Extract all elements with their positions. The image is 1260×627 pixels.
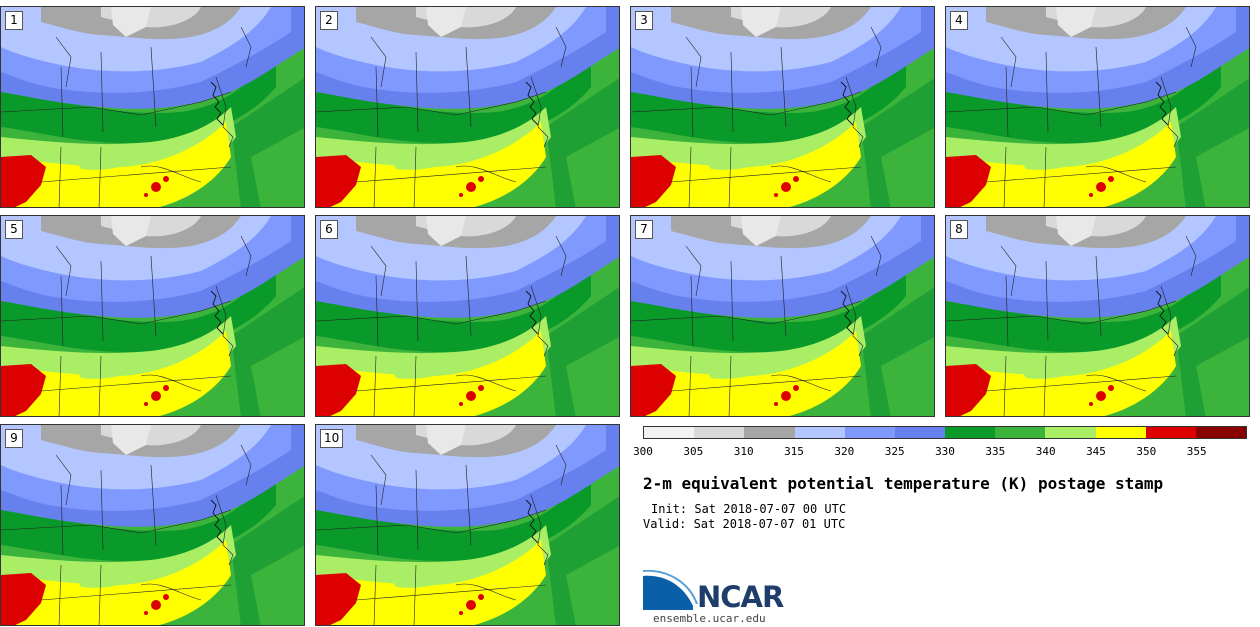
member-number-label: 3 [635,11,653,30]
ensemble-member-panel: 10 [315,424,620,626]
colorbar-segment [694,427,745,438]
colorbar-tick-label: 315 [784,445,804,458]
member-number-label: 6 [320,220,338,239]
colorbar-segment [644,427,695,438]
colorbar-tick-label: 300 [633,445,653,458]
member-number-label: 8 [950,220,968,239]
temperature-field [316,7,619,207]
temperature-field [631,216,934,416]
colorbar-segment [945,427,996,438]
logo-wordmark: NCAR [697,580,784,614]
ensemble-member-panel: 8 [945,215,1250,417]
member-number-label: 2 [320,11,338,30]
ensemble-member-panel: 4 [945,6,1250,208]
colorbar-tick-label: 320 [834,445,855,458]
colorbar-segment [1095,427,1146,438]
colorbar-segment [794,427,845,438]
colorbar-tick-label: 330 [935,445,955,458]
colorbar-tick-label: 350 [1136,445,1157,458]
ensemble-member-panel: 3 [630,6,935,208]
colorbar-segment [995,427,1046,438]
colorbar-tick-label: 305 [683,445,704,458]
valid-time: Valid: Sat 2018-07-07 01 UTC [643,517,846,531]
member-number-label: 7 [635,220,653,239]
member-number-label: 9 [5,429,23,448]
colorbar-segment [1195,427,1247,438]
temperature-field [946,7,1249,207]
ensemble-member-panel: 7 [630,215,935,417]
temperature-field [316,216,619,416]
member-number-label: 4 [950,11,968,30]
logo-url[interactable]: ensemble.ucar.edu [653,612,766,625]
ensemble-member-panel: 5 [0,215,305,417]
ensemble-member-panel: 2 [315,6,620,208]
colorbar-tick-label: 335 [985,445,1006,458]
ensemble-member-panel: 1 [0,6,305,208]
colorbar-segment [1145,427,1196,438]
temperature-field [316,425,619,625]
colorbar-segment [844,427,895,438]
colorbar-tick-label: 325 [884,445,905,458]
colorbar-segment [744,427,795,438]
temperature-field [1,425,304,625]
colorbar-segment [1045,427,1096,438]
colorbar-tick-label: 345 [1086,445,1106,458]
ensemble-member-panel: 6 [315,215,620,417]
init-time: Init: Sat 2018-07-07 00 UTC [651,502,847,516]
member-number-label: 10 [320,429,344,448]
colorbar-tick-label: 310 [733,445,754,458]
temperature-field [946,216,1249,416]
ncar-logo [643,570,698,610]
colorbar [643,426,1247,439]
member-number-label: 5 [5,220,23,239]
colorbar-segment [894,427,946,438]
colorbar-ticks: 300 305 310 315 320 325 330 335 340 345 350 355 [633,445,1247,459]
colorbar-tick-label: 355 [1186,445,1207,458]
temperature-field [1,216,304,416]
ensemble-member-panel: 9 [0,424,305,626]
temperature-field [631,7,934,207]
temperature-field [1,7,304,207]
colorbar-tick-label: 340 [1035,445,1056,458]
plot-title: 2-m equivalent potential temperature (K)… [643,474,1164,493]
member-number-label: 1 [5,11,23,30]
